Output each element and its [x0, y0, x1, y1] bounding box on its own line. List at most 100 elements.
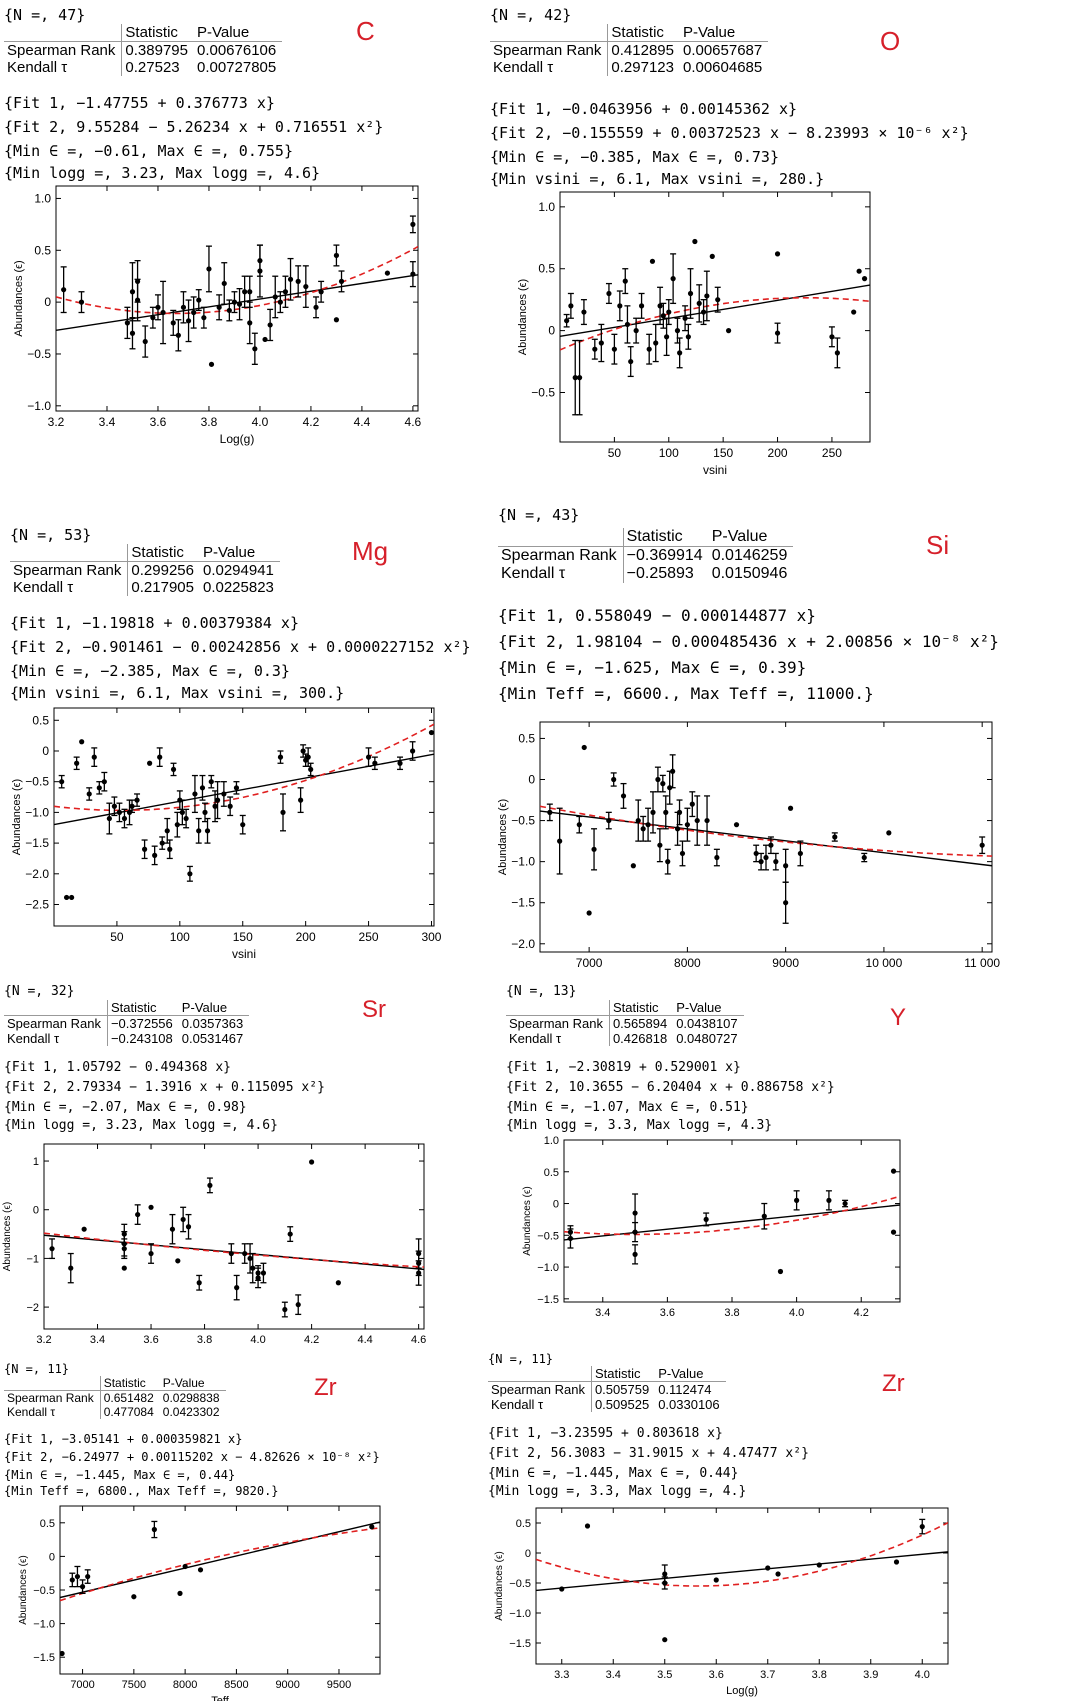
- y-tick-label: −1.0: [537, 1262, 559, 1274]
- data-point: [773, 859, 779, 865]
- plot-frame: [59, 1505, 381, 1675]
- scatter-plot: 50 100 150 200 250 300 −2.5 −2.0 −1.5 −1.0 −0.5 0 0.…: [11, 707, 442, 961]
- data-point: [660, 781, 666, 787]
- data-point: [715, 297, 721, 303]
- stats-table: Statistic P-Value Spearman Rank 0.299256 0.…: [10, 544, 280, 596]
- data-point: [677, 350, 683, 356]
- plot-area: [56, 215, 418, 367]
- data-point: [180, 304, 187, 310]
- plot-frame: [535, 1507, 949, 1665]
- plot-frame: [55, 185, 419, 412]
- y-tick-label: 0.5: [32, 713, 49, 727]
- data-point: [68, 1265, 74, 1271]
- stats-row-label: Kendall τ: [4, 1405, 101, 1419]
- x-tick-label: 3.3: [554, 1669, 569, 1681]
- stats-row-label: Spearman Rank: [490, 41, 609, 59]
- y-tick-label: −2: [26, 1302, 39, 1314]
- data-point: [777, 1268, 784, 1275]
- scatter-plot: 7000 8000 9000 10 000 11 000 −2.0 −1.5 −1.0 −0.5…: [497, 721, 1000, 970]
- y-tick-label: 1.0: [34, 191, 51, 205]
- data-point: [175, 1258, 181, 1264]
- data-point: [164, 828, 170, 834]
- data-point: [267, 322, 273, 328]
- data-point: [783, 900, 789, 906]
- stats-row-label: Kendall τ: [498, 565, 624, 583]
- panel-o: {N =, 42} O Statistic P-Value Spearman Ra…: [490, 2, 1060, 482]
- x-tick-label: 50: [608, 446, 622, 460]
- fit-1-line: {Fit 1, 0.558049 − 0.000144877 x}: [498, 606, 816, 625]
- data-point: [185, 1224, 192, 1230]
- fit-2-curve: [564, 1195, 900, 1236]
- data-point: [121, 1246, 127, 1252]
- y-tick-label: −0.5: [33, 1585, 55, 1597]
- min-max-abundance: {Min ∈ =, −1.445, Max ∈ =, 0.44}: [488, 1466, 739, 1481]
- n-count: {N =, 47}: [4, 6, 86, 24]
- data-point: [861, 276, 868, 282]
- data-point: [338, 278, 345, 284]
- data-point: [152, 852, 158, 858]
- data-point: [295, 278, 301, 284]
- y-tick-label: 0.5: [40, 1518, 55, 1530]
- data-point: [295, 1302, 301, 1308]
- scatter-plot: 7000 7500 8000 8500 9000 9500 −1.5 −1.0 −0.5 0 0.5…: [18, 1505, 381, 1701]
- data-point: [816, 1562, 822, 1568]
- data-point: [606, 290, 612, 297]
- panel-y: {N =, 13} Y Statistic P-Value Spearman Ra…: [506, 982, 1026, 1332]
- data-point: [260, 1270, 267, 1276]
- x-tick-label: 4.0: [250, 1334, 265, 1346]
- data-point: [214, 797, 221, 803]
- data-point: [679, 850, 686, 857]
- x-tick-label: 3.4: [99, 415, 116, 429]
- data-point: [663, 809, 669, 815]
- min-max-abundance: {Min ∈ =, −1.445, Max ∈ =, 0.44}: [4, 1468, 236, 1482]
- element-label: O: [880, 26, 901, 56]
- data-point: [568, 303, 574, 309]
- y-tick-label: −0.5: [25, 775, 49, 789]
- stats-table: Statistic P-Value Spearman Rank −0.372556 0…: [4, 1000, 250, 1046]
- data-point: [763, 854, 769, 861]
- data-point: [106, 815, 112, 822]
- x-tick-label: 3.8: [724, 1307, 739, 1319]
- fit-1-line: {Fit 1, 1.05792 − 0.494368 x}: [4, 1060, 231, 1075]
- x-tick-label: 3.5: [657, 1669, 672, 1681]
- data-point: [231, 299, 238, 305]
- min-max-parameter: {Min vsini =, 6.1, Max vsini =, 280.}: [490, 170, 825, 188]
- x-tick-label: 9500: [327, 1679, 351, 1691]
- data-point: [69, 894, 75, 901]
- y-tick-label: −1.5: [537, 1294, 559, 1306]
- data-point: [309, 1159, 315, 1165]
- data-point: [170, 320, 176, 326]
- data-point: [774, 251, 781, 257]
- x-tick-label: 250: [822, 446, 842, 460]
- y-tick-label: −1.0: [27, 399, 51, 413]
- y-tick-label: 0: [44, 295, 51, 309]
- data-point: [397, 760, 403, 766]
- data-point: [576, 375, 583, 381]
- x-tick-label: 4.2: [854, 1307, 869, 1319]
- y-tick-label: 0: [42, 744, 49, 758]
- data-point: [79, 739, 85, 745]
- fit-2-curve: [44, 1232, 424, 1268]
- data-point: [287, 276, 294, 282]
- stats-row-label: Spearman Rank: [4, 1015, 108, 1031]
- data-point: [640, 826, 646, 832]
- data-point: [733, 822, 740, 828]
- x-tick-label: 4.2: [304, 1334, 319, 1346]
- data-point: [247, 289, 253, 295]
- data-point: [794, 1197, 800, 1203]
- scatter-plot: 3.2 3.4 3.6 3.8 4.0 4.2 4.4 4.6 −2 −1 0 1 Abundances…: [2, 1143, 426, 1346]
- x-tick-label: 3.4: [90, 1334, 105, 1346]
- x-axis-label: Teff: [211, 1695, 229, 1701]
- plot-area: [54, 723, 434, 901]
- data-point: [280, 809, 286, 815]
- data-point: [277, 299, 283, 305]
- data-point: [410, 271, 416, 277]
- scatter-plot: 3.3 3.4 3.5 3.6 3.7 3.8 3.9 4.0 −1.5 −1.0 −0.5 0 0.5…: [494, 1507, 949, 1697]
- data-point: [572, 375, 578, 381]
- data-point: [714, 854, 720, 861]
- element-label: Zr: [314, 1374, 337, 1401]
- stats-header: Statistic: [591, 1366, 656, 1382]
- data-point: [832, 834, 838, 840]
- data-point: [663, 334, 670, 340]
- stats-row-label: Spearman Rank: [488, 1381, 592, 1397]
